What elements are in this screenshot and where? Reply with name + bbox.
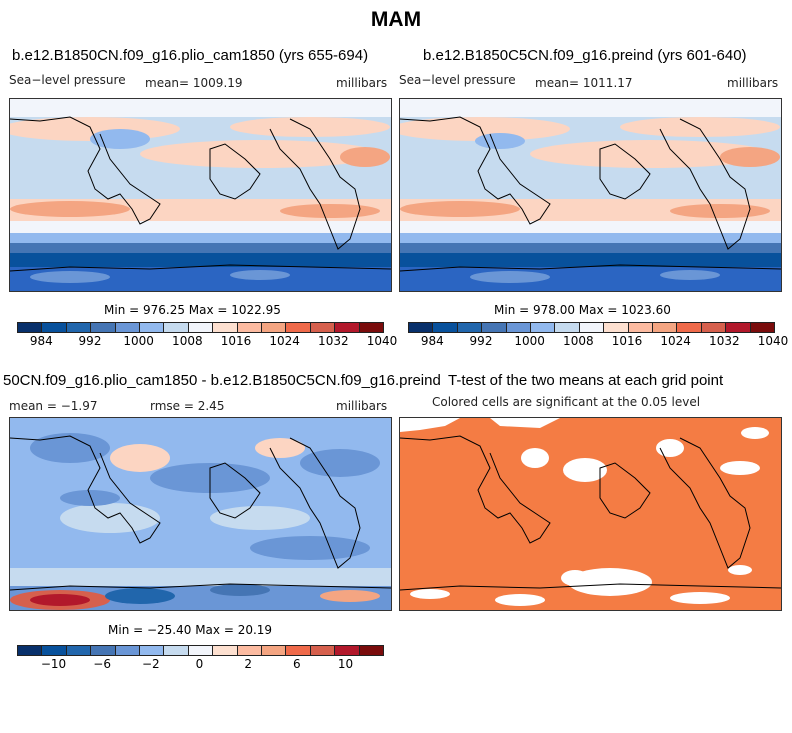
colorbar-tick-label: 6 [293, 657, 301, 671]
colorbar-swatch [18, 323, 43, 332]
colorbar-swatch [66, 323, 92, 332]
panel3-rmse-label: rmse = 2.45 [150, 399, 225, 413]
colorbar-swatch [359, 646, 384, 655]
colorbar-tick-label: 1008 [563, 334, 594, 348]
colorbar-swatch [140, 323, 165, 332]
figure-title: MAM [370, 8, 422, 31]
panel4-title: T-test of the two means at each grid poi… [448, 372, 724, 389]
colorbar-swatch [701, 323, 727, 332]
panel1-minmax: Min = 976.25 Max = 1022.95 [104, 303, 281, 317]
colorbar-tick-label: −2 [141, 657, 160, 671]
colorbar-tick-label: 1024 [660, 334, 691, 348]
colorbar-tick-label: 1040 [757, 334, 789, 348]
colorbar-tick-label: 1000 [123, 334, 154, 348]
colorbar-swatch [213, 323, 238, 332]
panel2-variable-label: Sea−level pressure [399, 73, 516, 87]
colorbar-tick-label: 2 [244, 657, 252, 671]
colorbar-swatch [310, 323, 336, 332]
colorbar-swatch [91, 323, 116, 332]
colorbar-swatch [66, 646, 92, 655]
colorbar-tick-label: 1040 [366, 334, 398, 348]
colorbar-swatch [164, 323, 189, 332]
colorbar-swatch [506, 323, 532, 332]
colorbar-swatch [262, 323, 287, 332]
colorbar-swatch [115, 323, 141, 332]
colorbar-swatch [335, 646, 360, 655]
colorbar-tick-label: 10 [337, 657, 354, 671]
colorbar-swatch [262, 646, 287, 655]
panel3-map [9, 417, 392, 611]
colorbar-tick-label: 0 [195, 657, 204, 671]
colorbar-swatch [579, 323, 605, 332]
colorbar-tick-label: 992 [469, 334, 493, 348]
colorbar-swatch [164, 646, 189, 655]
colorbar-swatch [213, 646, 238, 655]
panel1-colorbar [17, 322, 384, 333]
colorbar-swatch [188, 323, 214, 332]
colorbar-swatch [140, 646, 165, 655]
colorbar-swatch [237, 646, 263, 655]
panel3-mean-label: mean = −1.97 [9, 399, 98, 413]
colorbar-swatch [555, 323, 580, 332]
panel3-colorbar-ticks: −10 −6 −2 0 2 6 10 [17, 657, 384, 673]
colorbar-swatch [359, 323, 384, 332]
colorbar-tick-label: −10 [40, 657, 67, 671]
panel1-units-label: millibars [336, 76, 388, 90]
colorbar-swatch [433, 323, 458, 332]
colorbar-swatch [286, 646, 311, 655]
colorbar-swatch [286, 323, 311, 332]
colorbar-swatch [91, 646, 116, 655]
panel3-units-label: millibars [336, 399, 388, 413]
panel1-title: b.e12.B1850CN.f09_g16.plio_cam1850 (yrs … [12, 47, 369, 64]
colorbar-tick-label: 1008 [172, 334, 203, 348]
colorbar-swatch [115, 646, 141, 655]
colorbar-swatch [409, 323, 434, 332]
colorbar-swatch [750, 323, 775, 332]
colorbar-tick-label: 1032 [318, 334, 349, 348]
colorbar-tick-label: 1032 [709, 334, 740, 348]
colorbar-swatch [653, 323, 678, 332]
colorbar-tick-label: 992 [78, 334, 102, 348]
colorbar-tick-label: 1000 [514, 334, 545, 348]
colorbar-tick-label: 984 [29, 334, 53, 348]
colorbar-swatch [604, 323, 629, 332]
panel1-mean-label: mean= 1009.19 [145, 76, 243, 90]
panel4-subtitle: Colored cells are significant at the 0.0… [432, 395, 701, 409]
panel2-mean-label: mean= 1011.17 [535, 76, 633, 90]
colorbar-swatch [310, 646, 336, 655]
colorbar-tick-label: 1016 [611, 334, 643, 348]
colorbar-swatch [628, 323, 654, 332]
colorbar-swatch [42, 646, 67, 655]
panel2-title: b.e12.B1850C5CN.f09_g16.preind (yrs 601-… [423, 47, 747, 64]
colorbar-swatch [677, 323, 702, 332]
panel3-colorbar [17, 645, 384, 656]
colorbar-swatch [18, 646, 43, 655]
panel1-variable-label: Sea−level pressure [9, 73, 126, 87]
panel2-units-label: millibars [727, 76, 779, 90]
colorbar-swatch [42, 323, 67, 332]
panel2-map [399, 98, 782, 292]
colorbar-swatch [237, 323, 263, 332]
colorbar-swatch [482, 323, 507, 332]
panel2-minmax: Min = 978.00 Max = 1023.60 [494, 303, 671, 317]
panel3-title: 50CN.f09_g16.plio_cam1850 - b.e12.B1850C… [3, 372, 441, 389]
panel3-minmax: Min = −25.40 Max = 20.19 [108, 623, 273, 637]
colorbar-tick-label: 1016 [220, 334, 252, 348]
colorbar-tick-label: 984 [420, 334, 444, 348]
colorbar-tick-label: −6 [93, 657, 112, 671]
panel2-colorbar-ticks: 984 992 1000 1008 1016 1024 1032 1040 [408, 334, 788, 350]
colorbar-swatch [531, 323, 556, 332]
panel2-colorbar [408, 322, 775, 333]
colorbar-swatch [188, 646, 214, 655]
colorbar-swatch [726, 323, 751, 332]
colorbar-swatch [457, 323, 483, 332]
panel4-map [399, 417, 782, 611]
colorbar-tick-label: 1024 [269, 334, 300, 348]
panel1-map [9, 98, 392, 292]
panel1-colorbar-ticks: 984 992 1000 1008 1016 1024 1032 1040 [17, 334, 397, 350]
colorbar-swatch [335, 323, 360, 332]
